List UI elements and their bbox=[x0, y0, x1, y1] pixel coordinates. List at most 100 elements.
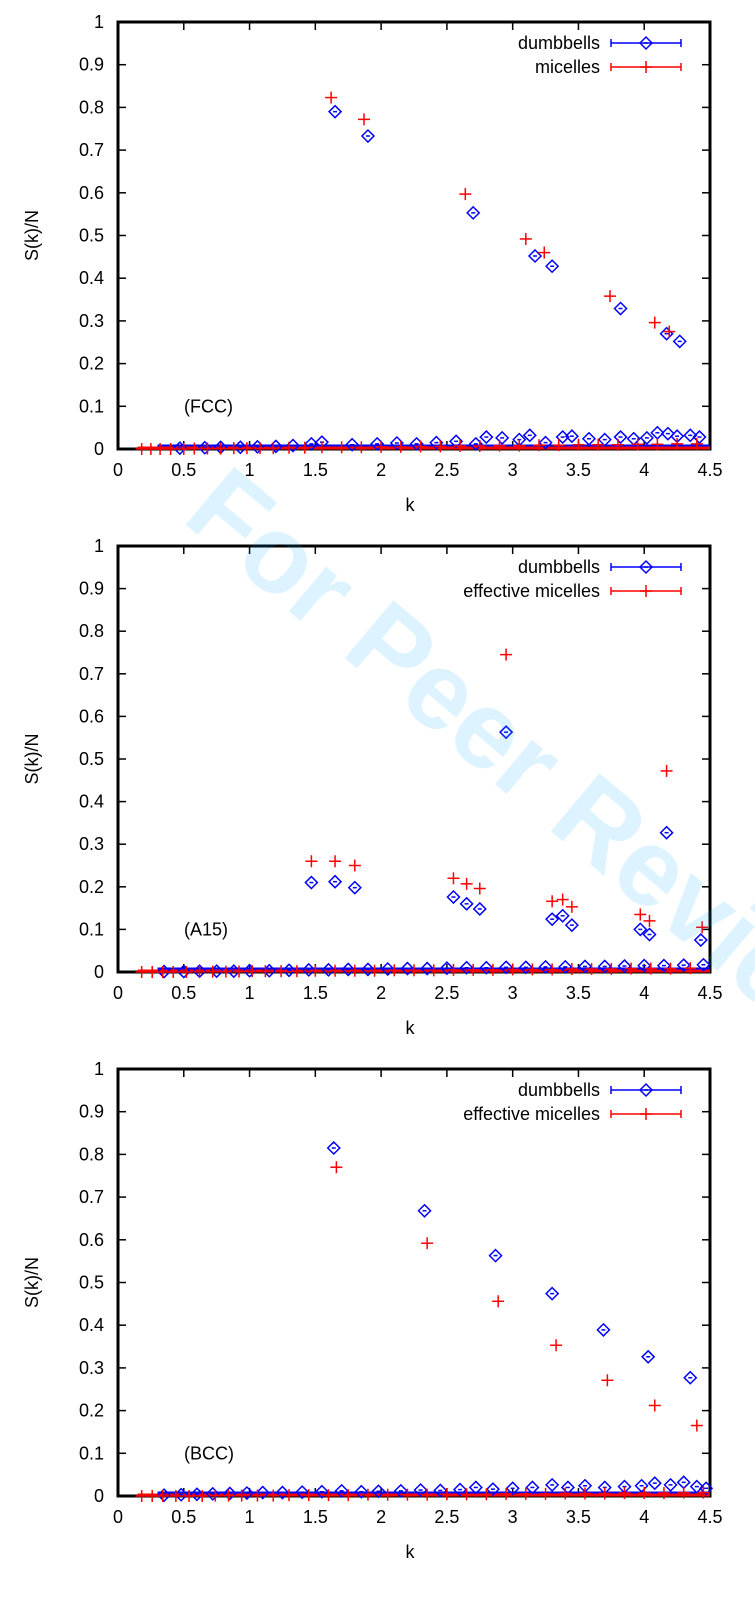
legend-label: micelles bbox=[535, 57, 600, 77]
data-point-peak bbox=[601, 1374, 614, 1387]
data-point bbox=[639, 430, 654, 445]
data-point bbox=[214, 442, 227, 455]
x-tick-label: 1.5 bbox=[303, 1507, 328, 1527]
chart-panel-3: 0 0.1 0.2 0.3 0.4 0.5 0.6 0.7 0.8 0.9 1 0 0.5 1 1.5 2 2.… bbox=[22, 1059, 723, 1562]
data-point bbox=[467, 963, 480, 976]
legend-marker bbox=[640, 1108, 652, 1120]
data-point bbox=[618, 1487, 631, 1500]
data-point bbox=[460, 1488, 473, 1501]
data-point-peak bbox=[538, 246, 551, 259]
x-tick-label: 4.5 bbox=[697, 983, 722, 1003]
data-point bbox=[295, 1485, 310, 1500]
data-point bbox=[493, 439, 506, 452]
data-point bbox=[169, 1490, 182, 1502]
series-effective-micelles bbox=[135, 648, 709, 978]
legend-label: effective micelles bbox=[463, 581, 600, 601]
y-tick-label: 0.5 bbox=[79, 749, 104, 769]
data-point bbox=[302, 1489, 315, 1502]
data-point-peak bbox=[604, 290, 617, 303]
data-point bbox=[334, 1483, 349, 1498]
data-point-peak bbox=[613, 301, 628, 316]
x-tick-label: 3 bbox=[508, 1507, 518, 1527]
panel-label: (A15) bbox=[184, 919, 228, 939]
data-point bbox=[167, 966, 180, 978]
y-tick-label: 1 bbox=[94, 1059, 104, 1079]
data-point-peak bbox=[663, 325, 676, 338]
data-point bbox=[189, 1487, 204, 1502]
y-tick-label: 0.5 bbox=[79, 226, 104, 246]
x-tick-label: 1.5 bbox=[303, 983, 328, 1003]
data-point bbox=[526, 963, 539, 976]
data-point bbox=[656, 958, 672, 973]
data-point-peak bbox=[326, 1140, 341, 1156]
data-point bbox=[188, 442, 201, 455]
data-point bbox=[697, 1486, 710, 1499]
data-point bbox=[449, 434, 464, 449]
data-point bbox=[689, 1479, 704, 1494]
y-tick-label: 0.6 bbox=[79, 1230, 104, 1250]
x-tick-label: 4.5 bbox=[697, 460, 722, 480]
data-point bbox=[154, 443, 167, 455]
data-point-peak bbox=[545, 1286, 560, 1301]
data-point-peak bbox=[565, 900, 578, 913]
series-dumbbells bbox=[172, 104, 707, 456]
x-tick-label: 3 bbox=[508, 460, 518, 480]
panel-label: (BCC) bbox=[184, 1443, 234, 1463]
data-point bbox=[193, 965, 206, 978]
data-point bbox=[677, 1486, 690, 1499]
y-tick-label: 0.9 bbox=[79, 1102, 104, 1122]
data-point bbox=[205, 1486, 220, 1501]
data-point bbox=[522, 428, 537, 443]
data-point bbox=[480, 1488, 493, 1501]
data-point bbox=[611, 438, 624, 451]
data-point bbox=[617, 958, 632, 974]
data-point bbox=[579, 1487, 592, 1500]
data-point-peak bbox=[360, 128, 376, 144]
data-point bbox=[235, 1489, 248, 1502]
data-point-peak bbox=[693, 932, 708, 948]
data-point bbox=[361, 1488, 374, 1501]
data-point bbox=[440, 1488, 453, 1501]
data-point bbox=[201, 442, 214, 455]
data-point bbox=[180, 966, 193, 978]
data-point-peak bbox=[545, 912, 560, 927]
data-point-peak bbox=[328, 104, 343, 119]
data-point bbox=[637, 958, 652, 973]
data-point bbox=[625, 962, 638, 975]
series-micelles bbox=[135, 91, 703, 455]
y-tick-label: 0.1 bbox=[79, 919, 104, 939]
y-tick-label: 0.9 bbox=[79, 579, 104, 599]
data-point-peak bbox=[642, 927, 657, 942]
y-tick-label: 0.8 bbox=[79, 1144, 104, 1164]
data-point bbox=[473, 440, 486, 453]
data-point bbox=[283, 441, 296, 454]
data-point-peak bbox=[550, 1339, 563, 1352]
chart-panel-2: 0 0.1 0.2 0.3 0.4 0.5 0.6 0.7 0.8 0.9 1 0 0.5 1 1.5 2 2.… bbox=[22, 536, 723, 1038]
data-point-peak bbox=[546, 895, 559, 908]
data-point bbox=[393, 1483, 408, 1498]
legend: dumbbells effective micelles bbox=[463, 1080, 682, 1124]
data-point bbox=[135, 966, 148, 978]
data-point bbox=[505, 1481, 520, 1496]
data-point-peak bbox=[460, 877, 473, 890]
data-point bbox=[233, 440, 248, 455]
data-point bbox=[146, 1490, 159, 1502]
data-point bbox=[177, 443, 190, 455]
data-point bbox=[690, 437, 703, 450]
data-point bbox=[538, 959, 553, 974]
legend-marker bbox=[638, 1082, 654, 1098]
data-point-peak bbox=[648, 1399, 661, 1412]
data-point-peak bbox=[696, 921, 709, 934]
data-point-peak bbox=[683, 1370, 698, 1385]
data-point bbox=[657, 1487, 670, 1500]
data-point-peak bbox=[660, 764, 673, 777]
data-point bbox=[254, 442, 267, 455]
data-point bbox=[341, 962, 356, 977]
data-point-peak bbox=[555, 908, 570, 923]
y-tick-label: 0.1 bbox=[79, 396, 104, 416]
data-point bbox=[275, 1485, 290, 1500]
y-tick-label: 0.6 bbox=[79, 183, 104, 203]
x-axis-title: k bbox=[406, 1018, 416, 1038]
data-point bbox=[598, 1487, 611, 1500]
data-point bbox=[519, 1487, 532, 1500]
